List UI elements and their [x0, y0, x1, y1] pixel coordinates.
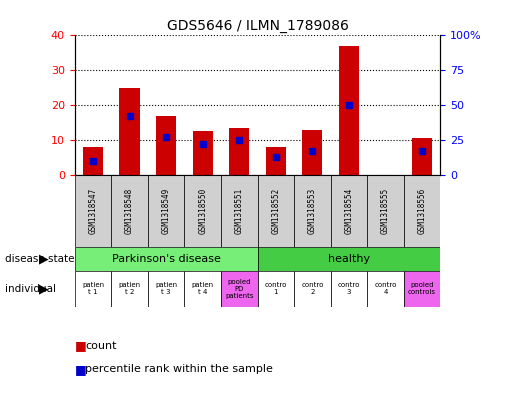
- Text: patien
t 1: patien t 1: [82, 282, 104, 295]
- Text: patien
t 2: patien t 2: [118, 282, 141, 295]
- Title: GDS5646 / ILMN_1789086: GDS5646 / ILMN_1789086: [166, 19, 349, 33]
- Text: pooled
controls: pooled controls: [408, 282, 436, 295]
- FancyBboxPatch shape: [75, 247, 258, 271]
- FancyBboxPatch shape: [404, 271, 440, 307]
- Bar: [266, 147, 286, 175]
- Text: GSM1318555: GSM1318555: [381, 188, 390, 234]
- FancyBboxPatch shape: [184, 271, 221, 307]
- Text: patien
t 4: patien t 4: [192, 282, 214, 295]
- Text: pooled
PD
patients: pooled PD patients: [225, 279, 253, 299]
- FancyBboxPatch shape: [294, 271, 331, 307]
- Text: GSM1318550: GSM1318550: [198, 188, 207, 234]
- FancyBboxPatch shape: [221, 175, 258, 247]
- FancyBboxPatch shape: [331, 271, 367, 307]
- Bar: [412, 138, 432, 175]
- Text: ■: ■: [75, 363, 87, 376]
- Text: count: count: [85, 341, 116, 351]
- Text: contro
1: contro 1: [265, 282, 287, 295]
- Text: percentile rank within the sample: percentile rank within the sample: [85, 364, 273, 375]
- Text: individual: individual: [5, 284, 56, 294]
- Bar: [119, 88, 140, 175]
- FancyBboxPatch shape: [75, 175, 111, 247]
- Text: ▶: ▶: [39, 252, 48, 265]
- Text: GSM1318547: GSM1318547: [89, 188, 97, 234]
- Text: contro
2: contro 2: [301, 282, 323, 295]
- Bar: [229, 128, 249, 175]
- Bar: [156, 116, 176, 175]
- Text: GSM1318556: GSM1318556: [418, 188, 426, 234]
- Text: disease state: disease state: [5, 254, 75, 264]
- FancyBboxPatch shape: [331, 175, 367, 247]
- Text: GSM1318548: GSM1318548: [125, 188, 134, 234]
- Text: GSM1318553: GSM1318553: [308, 188, 317, 234]
- Text: Parkinson's disease: Parkinson's disease: [112, 254, 220, 264]
- Bar: [193, 131, 213, 175]
- FancyBboxPatch shape: [111, 271, 148, 307]
- FancyBboxPatch shape: [258, 271, 294, 307]
- Text: GSM1318552: GSM1318552: [271, 188, 280, 234]
- FancyBboxPatch shape: [148, 175, 184, 247]
- Text: healthy: healthy: [328, 254, 370, 264]
- FancyBboxPatch shape: [148, 271, 184, 307]
- FancyBboxPatch shape: [404, 175, 440, 247]
- Text: contro
4: contro 4: [374, 282, 397, 295]
- Text: GSM1318551: GSM1318551: [235, 188, 244, 234]
- FancyBboxPatch shape: [294, 175, 331, 247]
- FancyBboxPatch shape: [184, 175, 221, 247]
- FancyBboxPatch shape: [221, 271, 258, 307]
- Text: GSM1318549: GSM1318549: [162, 188, 170, 234]
- Text: patien
t 3: patien t 3: [155, 282, 177, 295]
- Text: ■: ■: [75, 339, 87, 353]
- Bar: [83, 147, 103, 175]
- FancyBboxPatch shape: [258, 175, 294, 247]
- FancyBboxPatch shape: [367, 271, 404, 307]
- FancyBboxPatch shape: [75, 271, 111, 307]
- Text: ▶: ▶: [39, 282, 48, 295]
- FancyBboxPatch shape: [111, 175, 148, 247]
- Text: GSM1318554: GSM1318554: [345, 188, 353, 234]
- Text: contro
3: contro 3: [338, 282, 360, 295]
- Bar: [302, 130, 322, 175]
- FancyBboxPatch shape: [367, 175, 404, 247]
- Bar: [339, 46, 359, 175]
- FancyBboxPatch shape: [258, 247, 440, 271]
